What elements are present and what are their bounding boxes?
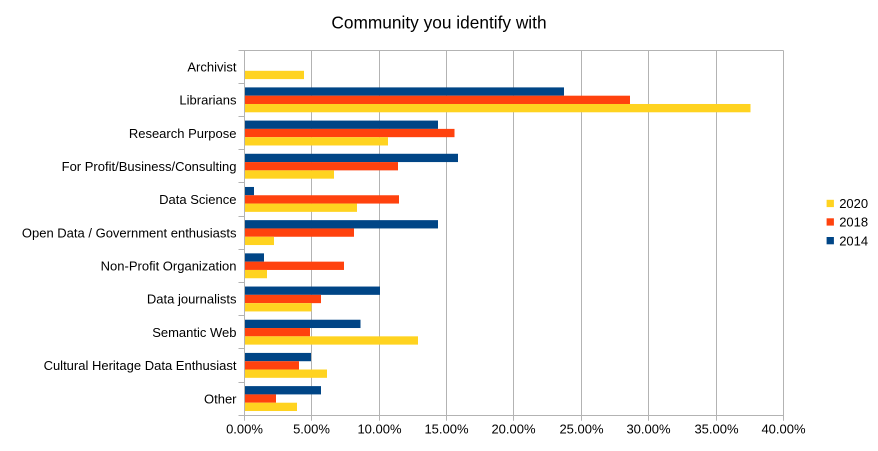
svg-text:35.00%: 35.00% [694,422,739,437]
svg-text:Data Science: Data Science [159,192,236,207]
svg-text:Open Data / Government enthusi: Open Data / Government enthusiasts [22,225,237,240]
svg-text:For Profit/Business/Consulting: For Profit/Business/Consulting [62,159,237,174]
svg-text:2014: 2014 [839,233,868,248]
svg-text:Cultural Heritage Data Enthusi: Cultural Heritage Data Enthusiast [44,358,237,373]
svg-text:Archivist: Archivist [187,59,237,74]
svg-text:Librarians: Librarians [179,93,237,108]
svg-text:Semantic Web: Semantic Web [152,325,236,340]
svg-text:Community you identify with: Community you identify with [331,13,546,33]
svg-text:5.00%: 5.00% [293,422,330,437]
svg-text:30.00%: 30.00% [626,422,671,437]
svg-text:Research Purpose: Research Purpose [129,126,237,141]
svg-text:25.00%: 25.00% [559,422,604,437]
svg-text:40.00%: 40.00% [761,422,806,437]
svg-text:20.00%: 20.00% [491,422,536,437]
svg-text:Non-Profit Organization: Non-Profit Organization [101,259,237,274]
svg-text:15.00%: 15.00% [424,422,469,437]
svg-text:2020: 2020 [839,196,868,211]
svg-text:0.00%: 0.00% [226,422,263,437]
svg-text:2018: 2018 [839,215,868,230]
svg-text:Other: Other [204,391,237,406]
svg-text:Data journalists: Data journalists [147,292,237,307]
svg-text:10.00%: 10.00% [357,422,402,437]
